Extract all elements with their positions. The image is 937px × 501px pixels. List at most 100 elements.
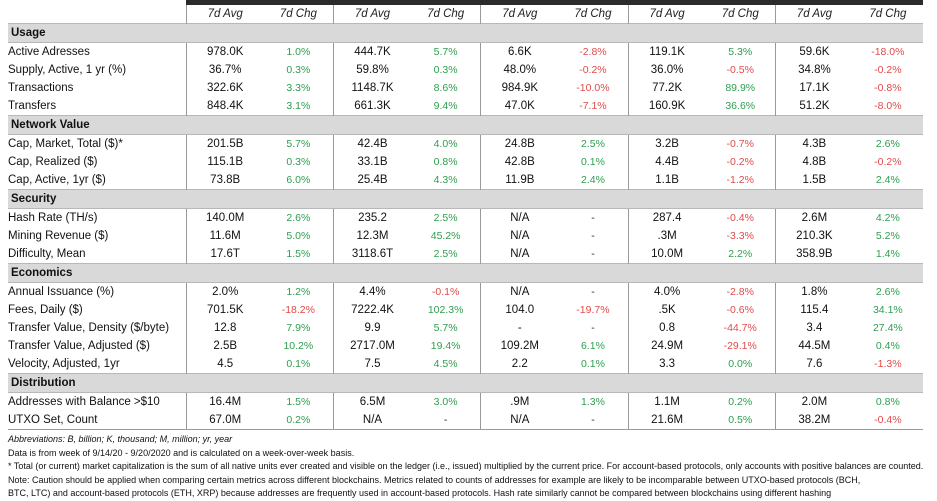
metric-label: Transfer Value, Adjusted ($)	[8, 339, 150, 352]
avg-value-cell: 51.2K	[775, 97, 853, 116]
header-7d-avg: 7d Avg	[627, 0, 706, 24]
metric-label: Active Adresses	[8, 45, 90, 58]
table-row: Annual Issuance (%) 2.0% 1.2% 4.4% -0.1% N/A -…	[8, 282, 923, 301]
header-7d-avg: 7d Avg	[185, 0, 264, 24]
avg-value-cell: 7222.4K	[333, 301, 411, 319]
section-fill-cell	[852, 189, 923, 209]
change-value-cell: 10.2%	[283, 339, 314, 352]
avg-value-cell: 160.9K	[627, 97, 706, 116]
header-7d-chg: 7d Chg	[410, 0, 481, 24]
change-value-cell: 2.6%	[875, 285, 900, 298]
section-fill-cell	[263, 373, 334, 393]
avg-value-cell: 6.6K	[480, 42, 559, 61]
avg-value-cell: 661.3K	[333, 97, 411, 116]
avg-value-cell: 0.8	[627, 319, 706, 337]
market-cap-footnote: * Total (or current) market capitalizati…	[8, 461, 924, 471]
avg-value-cell: .9M	[480, 392, 559, 411]
section-fill-cell	[410, 373, 481, 393]
section-fill-cell	[186, 263, 264, 283]
section-fill-cell	[186, 23, 264, 43]
change-value-cell: 45.2%	[430, 229, 461, 242]
avg-value-cell: N/A	[480, 245, 559, 264]
avg-value-cell: 21.6M	[627, 411, 706, 430]
section-fill-cell	[852, 115, 923, 135]
data-range-note: Data is from week of 9/14/20 - 9/20/2020…	[8, 447, 355, 458]
change-value-cell: 0.2%	[728, 395, 753, 408]
change-value-cell: 2.2%	[728, 247, 753, 260]
avg-value-cell: 33.1B	[333, 153, 411, 171]
change-value-cell: -18.0%	[871, 45, 905, 58]
section-fill-cell	[333, 23, 411, 43]
avg-value-cell: N/A	[480, 227, 559, 245]
section-fill-cell	[263, 263, 334, 283]
avg-value-cell: 140.0M	[185, 208, 264, 227]
avg-value-cell: 24.8B	[480, 134, 559, 153]
section-fill-cell	[775, 189, 853, 209]
abbreviations-note: Abbreviations: B, billion; K, thousand; …	[8, 434, 233, 444]
avg-value-cell: 10.0M	[627, 245, 706, 264]
metric-label: Cap, Realized ($)	[8, 155, 98, 168]
section-fill-cell	[333, 263, 411, 283]
avg-value-cell: 4.0%	[627, 282, 706, 301]
avg-value-cell: 38.2M	[775, 411, 853, 430]
avg-value-cell: -	[480, 319, 559, 337]
avg-value-cell: 4.5	[185, 355, 264, 374]
metric-label: Cap, Market, Total ($)*	[8, 137, 123, 150]
caution-note-line-2: BTC, LTC) and account-based protocols (E…	[8, 488, 832, 498]
change-value-cell: -	[591, 247, 595, 260]
change-value-cell: 0.1%	[580, 357, 605, 370]
section-fill-cell	[333, 189, 411, 209]
change-value-cell: 2.5%	[433, 247, 458, 260]
change-value-cell: -44.7%	[723, 321, 757, 334]
avg-value-cell: 2.6M	[775, 208, 853, 227]
avg-value-cell: 4.3B	[775, 134, 853, 153]
section-fill-cell	[628, 189, 706, 209]
change-value-cell: 0.1%	[580, 155, 605, 168]
change-value-cell: 0.8%	[433, 155, 458, 168]
avg-value-cell: .3M	[627, 227, 706, 245]
change-value-cell: -	[410, 411, 481, 430]
change-value-cell: 0.8%	[875, 395, 900, 408]
table-row: Mining Revenue ($) 11.6M 5.0% 12.3M 45.2% N/A…	[8, 227, 923, 245]
table-row: Cap, Market, Total ($)* 201.5B 5.7% 42.4B 4.…	[8, 134, 923, 153]
table-row: Difficulty, Mean 17.6T 1.5% 3118.6T 2.5% N/A -…	[8, 245, 923, 264]
table-row: Addresses with Balance >$10 16.4M 1.5% 6.5M…	[8, 392, 923, 411]
metric-label: Supply, Active, 1 yr (%)	[8, 63, 127, 76]
section-title: Distribution	[8, 373, 187, 393]
avg-value-cell: 34.8%	[775, 61, 853, 79]
change-value-cell: 0.1%	[286, 357, 311, 370]
change-value-cell: 4.5%	[433, 357, 458, 370]
section-fill-cell	[705, 189, 776, 209]
avg-value-cell: 17.1K	[775, 79, 853, 97]
avg-value-cell: 3.3	[627, 355, 706, 374]
column-header-row: 7d Avg 7d Chg 7d Avg 7d Chg 7d Avg 7d Chg 7d A…	[8, 0, 923, 24]
avg-value-cell: 59.8%	[333, 61, 411, 79]
metrics-sheet: 7d Avg 7d Chg 7d Avg 7d Chg 7d Avg 7d Chg 7d A…	[8, 0, 937, 501]
change-value-cell: -0.7%	[726, 137, 754, 150]
section-fill-cell	[775, 115, 853, 135]
table-header: 7d Avg 7d Chg 7d Avg 7d Chg 7d Avg 7d Chg 7d A…	[8, 0, 923, 24]
section-title: Usage	[8, 23, 187, 43]
avg-value-cell: 287.4	[627, 208, 706, 227]
change-value-cell: -2.8%	[579, 45, 607, 58]
section-fill-cell	[558, 189, 629, 209]
avg-value-cell: 6.5M	[333, 392, 411, 411]
section-fill-cell	[186, 189, 264, 209]
change-value-cell: 9.4%	[433, 99, 458, 112]
section-fill-cell	[775, 263, 853, 283]
change-value-cell: -7.1%	[579, 99, 607, 112]
section-title: Network Value	[8, 115, 187, 135]
section-header-row: Usage	[8, 23, 923, 43]
change-value-cell: -0.2%	[874, 63, 902, 76]
section-fill-cell	[558, 23, 629, 43]
avg-value-cell: 2717.0M	[333, 337, 411, 355]
avg-value-cell: 115.1B	[185, 153, 264, 171]
section-fill-cell	[852, 23, 923, 43]
change-value-cell: 7.9%	[286, 321, 311, 334]
avg-value-cell: 848.4K	[185, 97, 264, 116]
metric-label: Transfers	[8, 99, 57, 112]
change-value-cell: -0.2%	[726, 155, 754, 168]
metrics-table: 7d Avg 7d Chg 7d Avg 7d Chg 7d Avg 7d Chg 7d A…	[8, 0, 923, 430]
change-value-cell: 0.3%	[286, 63, 311, 76]
change-value-cell: 2.5%	[580, 137, 605, 150]
